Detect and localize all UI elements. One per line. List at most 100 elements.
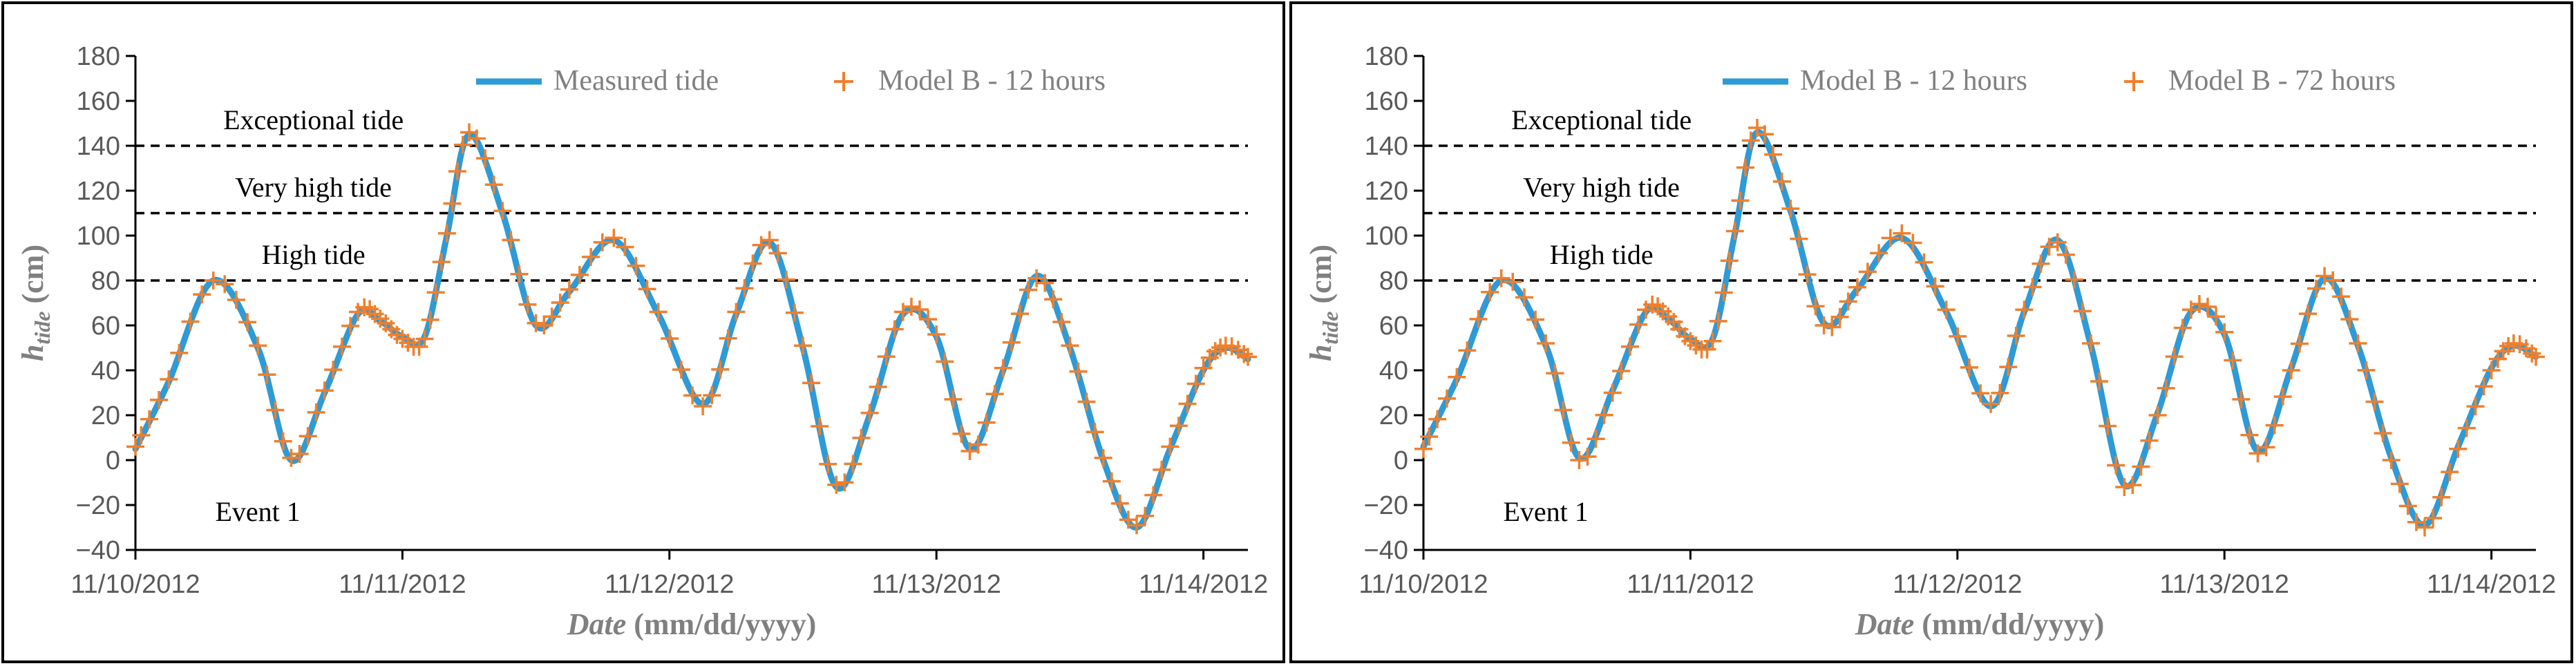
series-marker: [672, 361, 690, 379]
series-marker: [1420, 428, 1439, 446]
series-marker: [2398, 497, 2417, 515]
x-tick-label: 11/10/2012: [1358, 570, 1488, 599]
legend-marker-swatch: [834, 72, 853, 91]
y-tick-label: 20: [1379, 401, 1408, 430]
series-marker: [1725, 222, 1744, 240]
series-marker: [985, 385, 1004, 403]
series-marker: [1102, 472, 1121, 491]
series-marker: [785, 303, 804, 322]
series-marker: [1806, 297, 1825, 316]
series-marker: [2474, 377, 2493, 396]
y-tick-label: 180: [1365, 42, 1408, 71]
y-tick-label: 160: [77, 87, 120, 116]
series-marker: [1448, 368, 1466, 386]
series-marker: [1926, 277, 1944, 296]
series-marker: [1239, 348, 1257, 366]
series-marker: [1153, 460, 1171, 479]
series-marker: [1094, 448, 1112, 467]
threshold-label: Exceptional tide: [223, 104, 404, 135]
series-marker: [802, 374, 821, 392]
series-marker: [1428, 410, 1447, 428]
series-marker: [1620, 337, 1639, 356]
series-marker: [1823, 318, 1841, 336]
series-marker: [1194, 359, 1213, 377]
series-marker: [2199, 298, 2217, 316]
series-marker: [1061, 336, 1079, 355]
series-marker: [2332, 287, 2351, 306]
y-tick-label: 120: [77, 177, 120, 206]
series-marker: [952, 424, 971, 443]
series-marker: [1736, 158, 1754, 177]
series-marker: [2449, 439, 2468, 458]
series-marker: [768, 244, 787, 263]
series-marker: [711, 360, 730, 379]
series-marker: [2132, 457, 2150, 476]
series-marker: [1830, 307, 1849, 326]
series-marker: [703, 386, 721, 405]
series-marker: [453, 135, 472, 154]
y-tick-label: 80: [91, 267, 120, 296]
series-marker: [2432, 488, 2451, 506]
marker-series: [126, 123, 1257, 535]
x-tick-label: 11/11/2012: [1627, 570, 1754, 599]
series-marker: [727, 303, 746, 321]
series-marker: [1235, 345, 1253, 363]
series-marker: [1772, 172, 1791, 191]
series-marker: [1144, 486, 1163, 504]
series-marker: [341, 316, 360, 335]
series-marker: [1798, 265, 1817, 284]
series-marker: [1526, 310, 1545, 329]
series-marker: [1562, 433, 1580, 452]
series-marker: [869, 378, 887, 396]
series-marker: [132, 426, 151, 444]
series-marker: [421, 310, 439, 329]
series-marker: [2307, 279, 2325, 298]
series-marker: [1971, 384, 1990, 403]
series-marker: [443, 194, 462, 213]
series-marker: [426, 283, 445, 302]
series-marker: [1458, 341, 1477, 360]
series-marker: [927, 325, 946, 343]
series-marker: [484, 175, 503, 194]
series-marker: [2015, 301, 2034, 319]
series-marker: [527, 314, 545, 332]
series-marker: [2482, 361, 2501, 379]
series-marker: [627, 256, 645, 275]
series-marker: [1960, 358, 1978, 377]
series-marker: [777, 270, 795, 289]
y-tick-label: 140: [1365, 132, 1408, 161]
y-tick-label: 160: [1365, 87, 1408, 116]
series-marker: [2073, 302, 2092, 321]
series-marker: [661, 330, 679, 348]
y-tick-label: 180: [77, 42, 120, 71]
legend-marker-label: Model B - 12 hours: [878, 65, 1106, 97]
series-marker: [1848, 278, 1866, 296]
series-marker: [2023, 278, 2042, 296]
series-marker: [2315, 267, 2334, 285]
series-marker: [2082, 334, 2100, 352]
y-tick-label: −40: [1364, 536, 1408, 565]
y-tick-label: 60: [1379, 312, 1408, 341]
y-tick-label: 40: [91, 356, 120, 386]
series-marker: [616, 238, 634, 256]
series-marker: [1612, 362, 1631, 380]
series-marker: [735, 279, 754, 298]
series-marker: [2215, 323, 2234, 341]
series-marker: [2056, 245, 2075, 264]
series-marker: [2173, 318, 2192, 337]
threshold-label: Very high tide: [1523, 172, 1680, 203]
series-marker: [2157, 379, 2175, 397]
y-tick-label: 100: [1365, 222, 1408, 251]
series-marker: [2140, 431, 2159, 450]
series-marker: [2090, 372, 2109, 390]
series-marker: [1136, 506, 1155, 525]
series-marker: [1002, 333, 1021, 352]
series-marker: [2299, 305, 2317, 323]
series-marker: [638, 280, 656, 298]
series-marker: [835, 473, 854, 492]
chart-left: −40 −20 0 20 40 60 80 100 120 140 160 180 11/10/2012…: [16, 42, 1268, 641]
series-marker: [844, 455, 862, 473]
series-marker: [2340, 310, 2359, 329]
series-marker: [760, 231, 779, 249]
series-marker: [467, 129, 486, 148]
